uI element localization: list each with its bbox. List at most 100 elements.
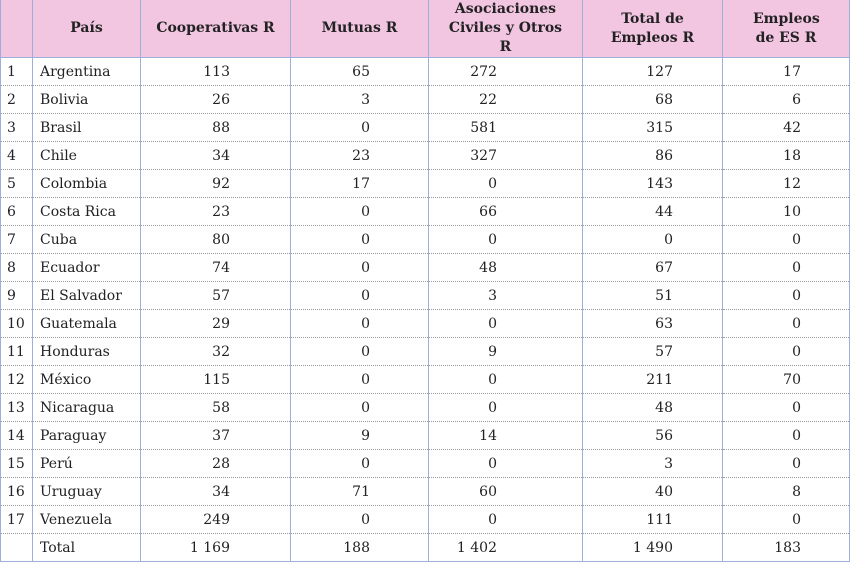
row-number: 13 [0, 393, 33, 422]
table-row: 1 Argentina 113 65 272 127 17 [0, 57, 850, 86]
value-cell: 29 [140, 309, 291, 338]
row-number: 9 [0, 281, 33, 310]
value-cell: 0 [722, 421, 850, 450]
row-number: 14 [0, 421, 33, 450]
country-cell: Uruguay [32, 477, 141, 506]
value-cell: 44 [582, 197, 723, 226]
value-cell: 0 [722, 309, 850, 338]
total-row: Total 1 169 188 1 402 1 490 183 [0, 533, 850, 562]
value-cell: 68 [582, 85, 723, 114]
value-cell: 42 [722, 113, 850, 142]
value-cell: 60 [428, 477, 583, 506]
row-number: 15 [0, 449, 33, 478]
country-cell: Honduras [32, 337, 141, 366]
value-cell: 0 [722, 253, 850, 282]
total-value: 1 490 [582, 533, 723, 562]
country-cell: Guatemala [32, 309, 141, 338]
table-row: 5 Colombia 92 17 0 143 12 [0, 169, 850, 198]
country-cell: Cuba [32, 225, 141, 254]
total-value: 1 169 [140, 533, 291, 562]
value-cell: 0 [290, 225, 429, 254]
value-cell: 74 [140, 253, 291, 282]
row-number: 11 [0, 337, 33, 366]
value-cell: 0 [722, 281, 850, 310]
empty-cell [0, 533, 33, 562]
country-cell: Paraguay [32, 421, 141, 450]
row-number: 8 [0, 253, 33, 282]
value-cell: 0 [428, 169, 583, 198]
value-cell: 10 [722, 197, 850, 226]
value-cell: 51 [582, 281, 723, 310]
value-cell: 63 [582, 309, 723, 338]
value-cell: 70 [722, 365, 850, 394]
value-cell: 111 [582, 505, 723, 534]
row-number: 7 [0, 225, 33, 254]
value-cell: 14 [428, 421, 583, 450]
value-cell: 26 [140, 85, 291, 114]
value-cell: 0 [428, 365, 583, 394]
value-cell: 32 [140, 337, 291, 366]
value-cell: 58 [140, 393, 291, 422]
value-cell: 57 [582, 337, 723, 366]
value-cell: 327 [428, 141, 583, 170]
value-cell: 0 [428, 505, 583, 534]
value-cell: 86 [582, 141, 723, 170]
value-cell: 0 [722, 393, 850, 422]
country-cell: Argentina [32, 57, 141, 86]
value-cell: 0 [428, 393, 583, 422]
value-cell: 17 [290, 169, 429, 198]
value-cell: 115 [140, 365, 291, 394]
header-cell [0, 0, 33, 58]
value-cell: 92 [140, 169, 291, 198]
country-cell: Venezuela [32, 505, 141, 534]
value-cell: 66 [428, 197, 583, 226]
header-cell: Empleos de ES R [722, 0, 850, 58]
value-cell: 0 [290, 309, 429, 338]
country-cell: Perú [32, 449, 141, 478]
table-row: 16 Uruguay 34 71 60 40 8 [0, 477, 850, 506]
total-label: Total [32, 533, 141, 562]
table-row: 14 Paraguay 37 9 14 56 0 [0, 421, 850, 450]
value-cell: 40 [582, 477, 723, 506]
row-number: 5 [0, 169, 33, 198]
table-row: 3 Brasil 88 0 581 315 42 [0, 113, 850, 142]
country-cell: Nicaragua [32, 393, 141, 422]
value-cell: 0 [290, 449, 429, 478]
row-number: 17 [0, 505, 33, 534]
value-cell: 0 [290, 337, 429, 366]
value-cell: 48 [582, 393, 723, 422]
row-number: 3 [0, 113, 33, 142]
row-number: 2 [0, 85, 33, 114]
value-cell: 37 [140, 421, 291, 450]
value-cell: 18 [722, 141, 850, 170]
value-cell: 127 [582, 57, 723, 86]
value-cell: 34 [140, 141, 291, 170]
value-cell: 0 [290, 253, 429, 282]
value-cell: 3 [582, 449, 723, 478]
value-cell: 23 [140, 197, 291, 226]
value-cell: 48 [428, 253, 583, 282]
value-cell: 71 [290, 477, 429, 506]
value-cell: 12 [722, 169, 850, 198]
header-cell: Mutuas R [290, 0, 429, 58]
value-cell: 272 [428, 57, 583, 86]
table-row: 4 Chile 34 23 327 86 18 [0, 141, 850, 170]
value-cell: 67 [582, 253, 723, 282]
header-cell: Asociaciones Civiles y Otros R [428, 0, 583, 58]
country-cell: Ecuador [32, 253, 141, 282]
table-row: 9 El Salvador 57 0 3 51 0 [0, 281, 850, 310]
value-cell: 0 [582, 225, 723, 254]
value-cell: 6 [722, 85, 850, 114]
table-row: 8 Ecuador 74 0 48 67 0 [0, 253, 850, 282]
row-number: 4 [0, 141, 33, 170]
value-cell: 17 [722, 57, 850, 86]
value-cell: 211 [582, 365, 723, 394]
value-cell: 0 [428, 309, 583, 338]
value-cell: 34 [140, 477, 291, 506]
value-cell: 0 [290, 393, 429, 422]
value-cell: 0 [290, 365, 429, 394]
value-cell: 9 [428, 337, 583, 366]
value-cell: 0 [428, 225, 583, 254]
